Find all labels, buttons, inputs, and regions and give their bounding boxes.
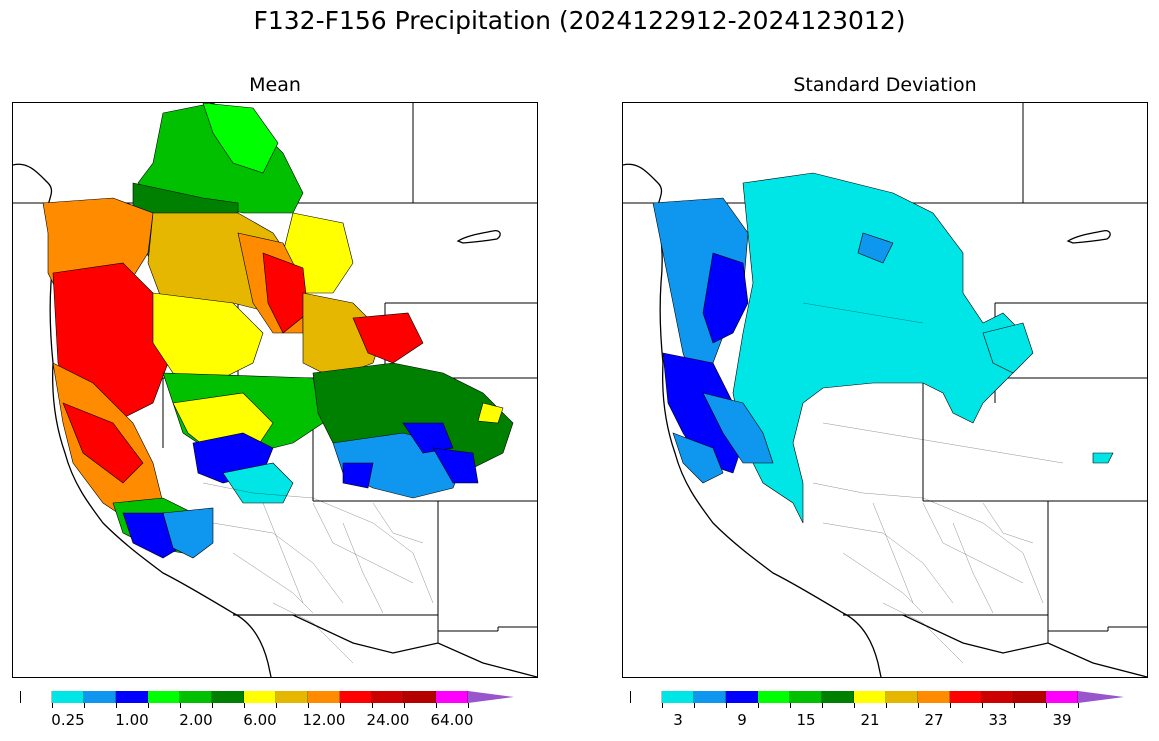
mean-colorbar-tick xyxy=(244,703,245,708)
std-colorbar-tick xyxy=(1046,703,1047,708)
mean-colorbar-segment xyxy=(52,691,84,703)
std-colorbar-segment xyxy=(918,691,950,703)
mean-colorbar-label: 24.00 xyxy=(366,711,410,729)
mean-colorbar-segment xyxy=(340,691,372,703)
mean-colorbar-label: 1.00 xyxy=(115,711,149,729)
mean-colorbar-segment xyxy=(436,691,468,703)
mean-colorbar-segment xyxy=(148,691,180,703)
std-colorbar-label: 33 xyxy=(988,711,1008,729)
std-colorbar-tick xyxy=(790,703,791,708)
std-colorbar-segment xyxy=(758,691,790,703)
std-colorbar-tick xyxy=(726,703,727,708)
std-colorbar-segment xyxy=(982,691,1014,703)
std-precip-field xyxy=(652,172,1114,524)
mean-colorbar-segment xyxy=(84,691,116,703)
mean-colorbar-label: 64.00 xyxy=(430,711,474,729)
std-colorbar-tick xyxy=(918,703,919,708)
std-colorbar-label: 27 xyxy=(924,711,944,729)
mean-colorbar-tick xyxy=(212,703,213,708)
std-colorbar-segment xyxy=(790,691,822,703)
mean-colorbar-tick xyxy=(372,703,373,708)
mean-colorbar-segment xyxy=(116,691,148,703)
std-colorbar-label: 9 xyxy=(737,711,747,729)
std-colorbar-tick xyxy=(854,703,855,708)
mean-colorbar-segment xyxy=(276,691,308,703)
mean-map-canvas xyxy=(13,103,537,677)
std-colorbar-tick xyxy=(1078,703,1079,708)
mean-colorbar-segment xyxy=(372,691,404,703)
mean-colorbar-tick xyxy=(468,703,469,708)
mean-colorbar-tick xyxy=(52,703,53,708)
mean-colorbar-label: 12.00 xyxy=(302,711,346,729)
std-colorbar-segment xyxy=(822,691,854,703)
mean-colorbar-tick xyxy=(116,703,117,708)
mean-colorbar-label: 0.25 xyxy=(51,711,85,729)
figure-title: F132-F156 Precipitation (2024122912-2024… xyxy=(253,6,906,35)
std-colorbar-segment xyxy=(1078,691,1124,703)
std-colorbar-segment xyxy=(630,691,662,703)
std-colorbar-tick xyxy=(886,703,887,708)
std-colorbar-label: 15 xyxy=(796,711,816,729)
std-colorbar-tick xyxy=(982,703,983,708)
std-colorbar-tick xyxy=(822,703,823,708)
std-colorbar-tick xyxy=(758,703,759,708)
mean-colorbar-tick xyxy=(308,703,309,708)
std-colorbar-tick xyxy=(950,703,951,708)
mean-colorbar xyxy=(20,691,514,703)
std-colorbar-segment xyxy=(886,691,918,703)
std-colorbar-segment xyxy=(1046,691,1078,703)
std-colorbar xyxy=(630,691,1124,703)
mean-colorbar-segment xyxy=(404,691,436,703)
std-colorbar-tick xyxy=(1014,703,1015,708)
mean-map xyxy=(12,102,538,678)
mean-colorbar-tick xyxy=(84,703,85,708)
mean-panel-title: Mean xyxy=(249,74,301,96)
basin-outlines xyxy=(802,302,1064,664)
mean-colorbar-segment xyxy=(180,691,212,703)
std-colorbar-segment xyxy=(694,691,726,703)
mean-colorbar-label: 2.00 xyxy=(179,711,213,729)
mean-colorbar-tick xyxy=(148,703,149,708)
std-panel-title: Standard Deviation xyxy=(793,74,977,96)
std-map xyxy=(622,102,1148,678)
mean-colorbar-segment xyxy=(468,691,514,703)
std-colorbar-segment xyxy=(662,691,694,703)
std-colorbar-label: 3 xyxy=(673,711,683,729)
std-colorbar-segment xyxy=(950,691,982,703)
mean-colorbar-segment xyxy=(308,691,340,703)
mean-colorbar-segment xyxy=(20,691,52,703)
std-colorbar-segment xyxy=(726,691,758,703)
std-colorbar-tick xyxy=(694,703,695,708)
mean-colorbar-tick xyxy=(340,703,341,708)
mean-colorbar-tick xyxy=(436,703,437,708)
std-colorbar-segment xyxy=(854,691,886,703)
mean-colorbar-label: 6.00 xyxy=(243,711,277,729)
mean-colorbar-tick xyxy=(404,703,405,708)
mean-colorbar-tick xyxy=(180,703,181,708)
std-colorbar-label: 39 xyxy=(1052,711,1072,729)
std-colorbar-segment xyxy=(1014,691,1046,703)
std-colorbar-label: 21 xyxy=(860,711,880,729)
std-colorbar-tick xyxy=(662,703,663,708)
basin-outlines xyxy=(202,482,434,664)
mean-precip-field xyxy=(42,103,514,559)
mean-colorbar-tick xyxy=(276,703,277,708)
mean-colorbar-segment xyxy=(212,691,244,703)
std-map-canvas xyxy=(623,103,1147,677)
mean-colorbar-segment xyxy=(244,691,276,703)
